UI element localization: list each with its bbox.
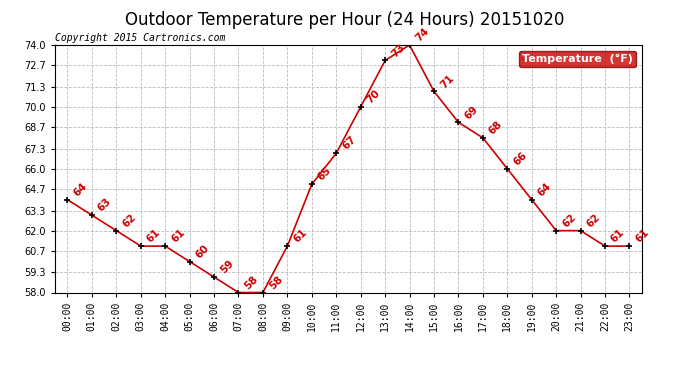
Text: 73: 73: [389, 42, 406, 59]
Text: 61: 61: [169, 227, 187, 245]
Text: 61: 61: [291, 227, 309, 245]
Text: 69: 69: [462, 104, 480, 121]
Text: 63: 63: [96, 196, 113, 214]
Text: 74: 74: [414, 26, 431, 44]
Text: 61: 61: [633, 227, 651, 245]
Text: 64: 64: [72, 181, 89, 198]
Text: 68: 68: [487, 119, 504, 136]
Text: 58: 58: [243, 274, 260, 291]
Text: 58: 58: [267, 274, 284, 291]
Text: 67: 67: [340, 135, 358, 152]
Text: 62: 62: [121, 212, 138, 229]
Text: 70: 70: [365, 88, 382, 105]
Text: 60: 60: [194, 243, 211, 260]
Text: Outdoor Temperature per Hour (24 Hours) 20151020: Outdoor Temperature per Hour (24 Hours) …: [126, 11, 564, 29]
Text: 66: 66: [511, 150, 529, 167]
Text: 61: 61: [609, 227, 627, 245]
Legend: Temperature  (°F): Temperature (°F): [519, 51, 636, 67]
Text: 61: 61: [145, 227, 162, 245]
Text: 71: 71: [438, 73, 455, 90]
Text: 62: 62: [560, 212, 578, 229]
Text: 59: 59: [218, 258, 235, 276]
Text: 62: 62: [584, 212, 602, 229]
Text: 64: 64: [536, 181, 553, 198]
Text: Copyright 2015 Cartronics.com: Copyright 2015 Cartronics.com: [55, 33, 226, 42]
Text: 65: 65: [316, 165, 333, 183]
